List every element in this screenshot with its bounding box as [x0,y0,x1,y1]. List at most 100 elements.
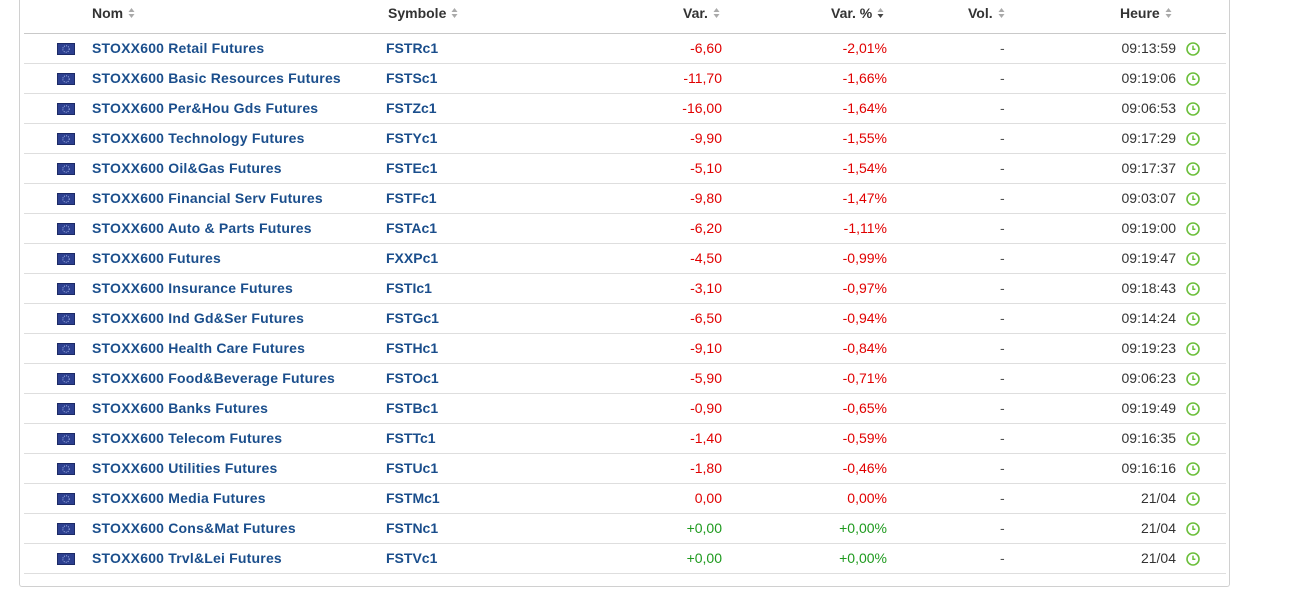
column-header-var[interactable]: Var. [683,5,720,21]
change-value: -4,50 [690,250,722,266]
table-row[interactable]: STOXX600 Basic Resources Futures FSTSc1 -1… [24,64,1226,94]
clock-icon [1186,282,1200,296]
symbol-link[interactable]: FSTUc1 [386,460,439,476]
table-row[interactable]: STOXX600 Technology Futures FSTYc1 -9,90 -1… [24,124,1226,154]
table-row[interactable]: STOXX600 Banks Futures FSTBc1 -0,90 -0,65% -… [24,394,1226,424]
table-row[interactable]: STOXX600 Utilities Futures FSTUc1 -1,80 -0,… [24,454,1226,484]
instrument-name-link[interactable]: STOXX600 Auto & Parts Futures [92,220,312,236]
change-percent: -1,11% [843,220,887,236]
table-row[interactable]: STOXX600 Health Care Futures FSTHc1 -9,10 -… [24,334,1226,364]
symbol-link[interactable]: FSTHc1 [386,340,439,356]
volume-value: - [1000,520,1005,536]
symbol-link[interactable]: FSTEc1 [386,160,438,176]
table-row[interactable]: STOXX600 Per&Hou Gds Futures FSTZc1 -16,00… [24,94,1226,124]
change-percent: -1,54% [842,160,887,176]
table-row[interactable]: STOXX600 Insurance Futures FSTIc1 -3,10 -0,… [24,274,1226,304]
eu-flag-icon [57,133,75,145]
instrument-name-link[interactable]: STOXX600 Oil&Gas Futures [92,160,282,176]
quote-time: 21/04 [1140,490,1176,506]
symbol-link[interactable]: FSTGc1 [386,310,439,326]
change-percent: +0,00% [839,550,887,566]
instrument-name-link[interactable]: STOXX600 Cons&Mat Futures [92,520,296,536]
table-row[interactable]: STOXX600 Auto & Parts Futures FSTAc1 -6,20… [24,214,1226,244]
clock-icon [1186,162,1200,176]
volume-value: - [1000,100,1005,116]
symbol-link[interactable]: FSTNc1 [386,520,439,536]
instrument-name-link[interactable]: STOXX600 Per&Hou Gds Futures [92,100,319,116]
symbol-link[interactable]: FSTTc1 [386,430,436,446]
eu-flag-icon [57,43,75,55]
symbol-link[interactable]: FSTOc1 [386,370,439,386]
instrument-name-link[interactable]: STOXX600 Media Futures [92,490,266,506]
symbol-link[interactable]: FSTYc1 [386,130,438,146]
symbol-link[interactable]: FXXPc1 [386,250,439,266]
volume-value: - [1000,70,1005,86]
change-percent: -0,71% [842,370,887,386]
instrument-name-link[interactable]: STOXX600 Retail Futures [92,40,265,56]
instrument-name-link[interactable]: STOXX600 Financial Serv Futures [92,190,323,206]
eu-flag-icon [57,253,75,265]
table-row[interactable]: STOXX600 Futures FXXPc1 -4,50 -0,99% - 09:19:… [24,244,1226,274]
symbol-link[interactable]: FSTSc1 [386,70,438,86]
instrument-name-link[interactable]: STOXX600 Food&Beverage Futures [92,370,336,386]
change-value: -9,90 [690,130,722,146]
table-row[interactable]: STOXX600 Ind Gd&Ser Futures FSTGc1 -6,50 -0… [24,304,1226,334]
symbol-link[interactable]: FSTRc1 [386,40,439,56]
change-percent: -0,99% [842,250,887,266]
change-value: 0,00 [694,490,722,506]
column-header-heure[interactable]: Heure [1120,5,1172,21]
column-header-nom[interactable]: Nom [92,5,135,21]
table-row[interactable]: STOXX600 Media Futures FSTMc1 0,00 0,00% - 21… [24,484,1226,514]
instrument-name-link[interactable]: STOXX600 Banks Futures [92,400,269,416]
symbol-link[interactable]: FSTMc1 [386,490,440,506]
column-header-symbole-label: Symbole [388,5,447,21]
table-row[interactable]: STOXX600 Trvl&Lei Futures FSTVc1 +0,00 +0,0… [24,544,1226,574]
table-row[interactable]: STOXX600 Financial Serv Futures FSTFc1 -9,… [24,184,1226,214]
instrument-name-link[interactable]: STOXX600 Technology Futures [92,130,305,146]
volume-value: - [1000,220,1005,236]
symbol-link[interactable]: FSTBc1 [386,400,439,416]
symbol-link[interactable]: FSTIc1 [386,280,432,296]
symbol-link[interactable]: FSTFc1 [386,190,437,206]
change-value: +0,00 [686,550,722,566]
symbol-link[interactable]: FSTZc1 [386,100,437,116]
quote-time: 09:17:29 [1121,130,1177,146]
column-header-nom-label: Nom [92,5,124,21]
sort-icon [451,7,458,19]
eu-flag-icon [57,313,75,325]
instrument-name-link[interactable]: STOXX600 Basic Resources Futures [92,70,341,86]
instrument-name-link[interactable]: STOXX600 Telecom Futures [92,430,283,446]
table-row[interactable]: STOXX600 Oil&Gas Futures FSTEc1 -5,10 -1,54… [24,154,1226,184]
instrument-name-link[interactable]: STOXX600 Insurance Futures [92,280,294,296]
eu-flag-icon [57,283,75,295]
instrument-name-link[interactable]: STOXX600 Trvl&Lei Futures [92,550,282,566]
instrument-name-link[interactable]: STOXX600 Health Care Futures [92,340,306,356]
clock-icon [1186,42,1200,56]
clock-icon [1186,72,1200,86]
clock-icon [1186,342,1200,356]
symbol-link[interactable]: FSTAc1 [386,220,438,236]
quote-time: 21/04 [1140,520,1176,536]
quotes-table-body: STOXX600 Retail Futures FSTRc1 -6,60 -2,01%… [24,33,1226,574]
table-row[interactable]: STOXX600 Retail Futures FSTRc1 -6,60 -2,01%… [24,34,1226,64]
instrument-name-link[interactable]: STOXX600 Utilities Futures [92,460,278,476]
change-percent: -0,94% [842,310,887,326]
volume-value: - [1000,250,1005,266]
change-value: -5,10 [690,160,722,176]
instrument-name-link[interactable]: STOXX600 Futures [92,250,221,266]
change-percent: -2,01% [842,40,887,56]
change-value: -3,10 [690,280,722,296]
column-header-symbole[interactable]: Symbole [388,5,458,21]
instrument-name-link[interactable]: STOXX600 Ind Gd&Ser Futures [92,310,305,326]
table-row[interactable]: STOXX600 Food&Beverage Futures FSTOc1 -5,9… [24,364,1226,394]
column-header-varpct[interactable]: Var. % [831,5,884,21]
quote-time: 09:19:23 [1121,340,1177,356]
change-value: -9,80 [690,190,722,206]
change-percent: -1,66% [842,70,887,86]
change-value: -6,20 [690,220,722,236]
symbol-link[interactable]: FSTVc1 [386,550,438,566]
column-header-vol[interactable]: Vol. [968,5,1005,21]
table-row[interactable]: STOXX600 Cons&Mat Futures FSTNc1 +0,00 +0,0… [24,514,1226,544]
volume-value: - [1000,490,1005,506]
table-row[interactable]: STOXX600 Telecom Futures FSTTc1 -1,40 -0,59… [24,424,1226,454]
